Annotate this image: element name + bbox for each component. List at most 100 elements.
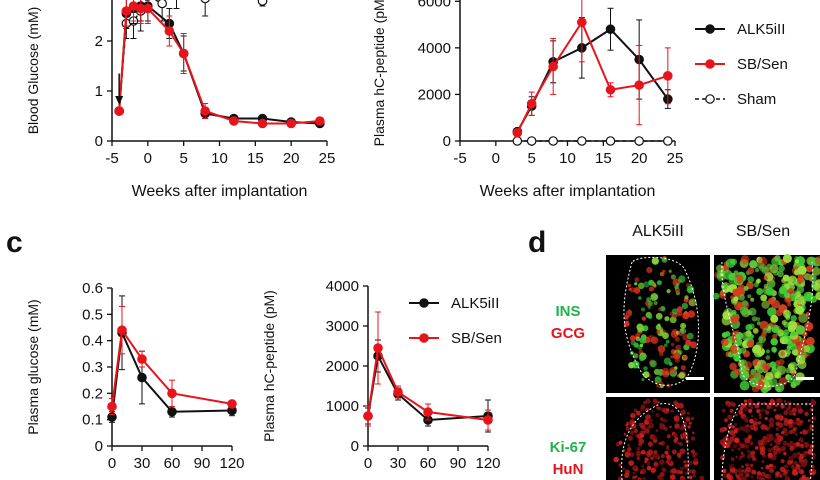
tissue-cell <box>769 463 773 468</box>
tissue-cell <box>649 360 657 368</box>
tissue-cell <box>634 282 638 286</box>
data-point <box>137 372 147 383</box>
tissue-cell <box>729 436 735 442</box>
tissue-cell <box>691 431 695 435</box>
top_right-x-label: Weeks after implantation <box>480 183 656 200</box>
arrow-annotation-head <box>115 96 124 105</box>
tissue-cell <box>792 362 797 367</box>
tissue-cell <box>627 447 632 452</box>
tissue-cell <box>659 327 664 331</box>
tissue-cell <box>632 465 639 472</box>
tissue-cell <box>803 291 814 302</box>
legend-swatch-marker <box>705 59 715 69</box>
tissue-cell <box>643 281 650 288</box>
tissue-cell <box>663 357 672 365</box>
tissue-cell <box>778 413 782 416</box>
tissue-cell <box>758 335 766 344</box>
tissue-cell <box>785 367 792 374</box>
tissue-cell <box>654 464 659 469</box>
tissue-cell <box>745 463 749 467</box>
tissue-cell <box>767 452 773 458</box>
data-point <box>286 118 296 129</box>
tissue-cell <box>651 298 655 301</box>
tissue-cell <box>803 441 809 447</box>
tissue-cell <box>788 455 794 462</box>
tissue-cell <box>674 423 680 430</box>
top_right-ytick-label: 2000 <box>418 86 451 103</box>
tissue-cell <box>661 467 666 472</box>
tissue-cell <box>669 474 676 480</box>
legend-label: ALK5iII <box>451 295 499 312</box>
micro-tissue-texture <box>613 254 820 480</box>
c_right-ytick-label: 4000 <box>326 278 359 295</box>
data-point <box>117 325 127 335</box>
c_left-ytick-label: 0.6 <box>82 280 103 297</box>
tissue-cell <box>733 296 739 302</box>
tissue-cell <box>760 424 766 430</box>
tissue-cell <box>721 441 728 448</box>
tissue-cell <box>766 405 771 410</box>
top_left-ytick-label: 0 <box>95 133 103 150</box>
tissue-cell <box>798 313 808 323</box>
tissue-cell <box>721 282 728 290</box>
tissue-cell <box>738 441 742 444</box>
tissue-cell <box>712 292 720 300</box>
top_left-series-sham <box>114 0 268 116</box>
tissue-cell <box>760 471 766 477</box>
tissue-cell <box>732 284 738 290</box>
data-point <box>423 407 433 417</box>
tissue-cell <box>795 256 806 266</box>
tissue-cell <box>787 275 798 286</box>
tissue-cell <box>778 265 785 272</box>
top_right-xtick-label: 0 <box>492 150 500 167</box>
tissue-cell <box>623 432 627 436</box>
tissue-cell <box>783 400 787 403</box>
tissue-cell <box>666 445 669 448</box>
tissue-cell <box>680 409 686 416</box>
tissue-cell <box>801 474 806 479</box>
tissue-cell <box>666 434 671 439</box>
tissue-cell <box>764 409 768 413</box>
tissue-cell <box>676 452 682 458</box>
c_right-ytick-label: 2000 <box>326 358 359 375</box>
tissue-cell <box>630 423 637 430</box>
tissue-cell <box>674 436 679 441</box>
tissue-cell <box>622 467 626 471</box>
tissue-cell <box>733 368 741 376</box>
tissue-cell <box>797 451 801 456</box>
tissue-cell <box>739 380 750 391</box>
c_left-series-alk5iii <box>107 295 237 423</box>
tissue-cell <box>679 470 683 475</box>
tissue-cell <box>642 400 647 405</box>
tissue-cell <box>783 410 788 416</box>
tissue-cell <box>677 441 680 445</box>
tissue-cell <box>769 417 774 422</box>
tissue-cell <box>758 415 762 419</box>
tissue-cell <box>729 314 740 324</box>
top_left-x-label: Weeks after implantation <box>132 183 308 200</box>
tissue-cell <box>762 440 768 445</box>
tissue-cell <box>721 338 729 347</box>
tissue-cell <box>757 421 761 425</box>
tissue-cell <box>729 345 738 354</box>
tissue-cell <box>679 466 684 472</box>
tissue-cell <box>737 468 742 473</box>
tissue-cell <box>633 287 641 294</box>
c_right-series-sb-sen <box>363 311 493 431</box>
tissue-cell <box>754 417 758 421</box>
tissue-cell <box>780 336 789 345</box>
data-point <box>257 0 268 6</box>
tissue-cell <box>681 302 689 310</box>
data-point <box>577 17 587 28</box>
tissue-cell <box>636 446 641 451</box>
tissue-cell <box>688 298 697 307</box>
tissue-cell <box>744 419 749 423</box>
tissue-cell <box>687 310 696 318</box>
tissue-cell <box>815 291 820 301</box>
tissue-cell <box>727 414 733 420</box>
tissue-cell <box>635 433 639 438</box>
tissue-cell <box>743 406 749 412</box>
tissue-cell <box>661 407 666 413</box>
legend-entry-sb-sen: SB/Sen <box>409 330 502 347</box>
tissue-cell <box>694 452 698 456</box>
